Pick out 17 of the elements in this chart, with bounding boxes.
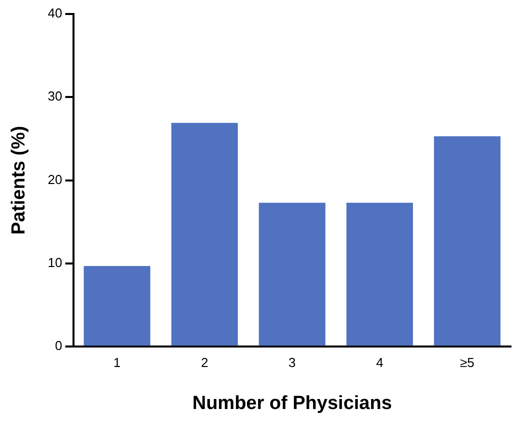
x-tick-label: 1 (113, 354, 121, 370)
x-tick-label: 3 (288, 354, 296, 370)
y-tick-label: 20 (48, 172, 62, 187)
bar (434, 136, 500, 346)
x-tick-label: ≥5 (460, 354, 474, 370)
bar (346, 202, 413, 346)
x-axis-title: Number of Physicians (192, 392, 392, 414)
y-tick-label: 10 (48, 255, 62, 270)
x-tick-label: 2 (200, 354, 208, 370)
bar (84, 266, 150, 346)
y-tick-label: 30 (48, 88, 62, 104)
bar (171, 122, 238, 346)
y-tick-label: 0 (55, 338, 62, 354)
x-tick-label: 4 (376, 354, 384, 370)
bar (258, 202, 326, 346)
y-tick-label: 40 (48, 6, 62, 21)
y-axis-title: Patients (%) (8, 126, 30, 235)
